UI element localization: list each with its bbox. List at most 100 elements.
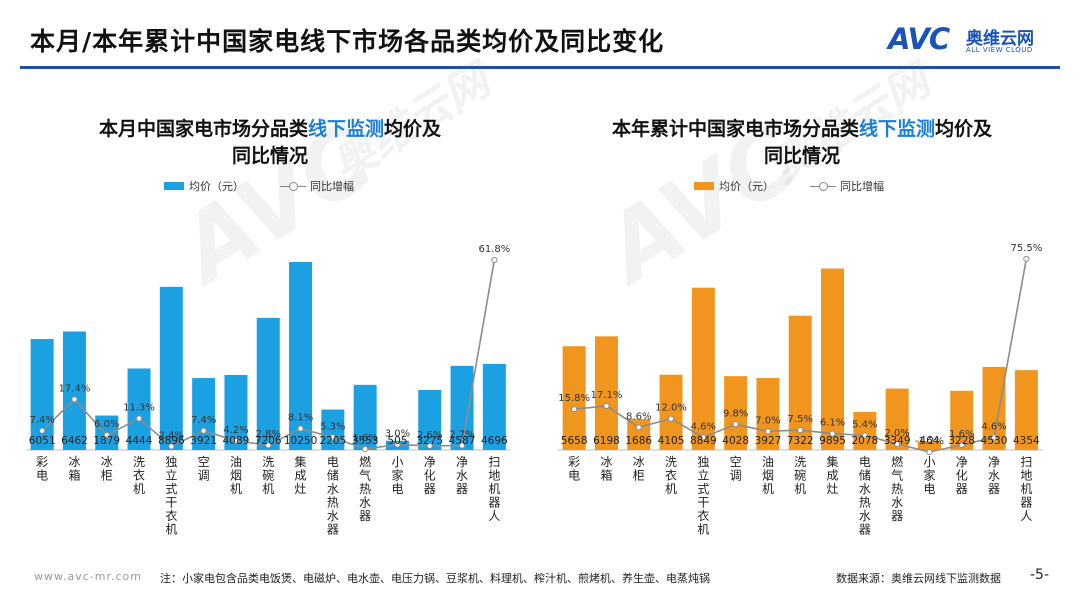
category-label-7: 洗 — [794, 455, 806, 469]
category-label-14: 地 — [488, 469, 500, 483]
logo-english-name: ALL VIEW CLOUD — [966, 46, 1033, 54]
yoy-label-2: 8.6% — [626, 411, 651, 422]
category-label-4: 干 — [165, 496, 177, 510]
category-label-9: 电 — [859, 455, 871, 469]
yoy-point-3 — [667, 415, 675, 422]
bar-1 — [594, 336, 618, 450]
category-label-4: 干 — [697, 496, 709, 510]
bar-value-label-0: 6051 — [29, 435, 56, 447]
category-label-10: 水 — [359, 496, 371, 510]
category-label-11: 小 — [923, 455, 935, 469]
data-source: 数据来源：奥维云网线下监测数据 — [836, 572, 1001, 585]
category-label-12: 净 — [424, 455, 436, 469]
category-label-4: 式 — [697, 482, 709, 496]
bar-11 — [917, 441, 941, 450]
category-label-10: 燃 — [891, 454, 903, 469]
chart-svg-ytd: 15.8% 17.1%8.6% 12.0% 4.6% 9.8% 7.0% 7.5% 6.1% 5… — [558, 243, 1043, 537]
yoy-point-13 — [990, 434, 998, 441]
category-label-4: 机 — [165, 523, 177, 537]
category-label-4: 式 — [165, 482, 177, 496]
bar-12 — [418, 389, 442, 450]
legend-monthly: 均价（元） 同比增幅 — [164, 178, 354, 194]
category-label-2: 冰 — [633, 455, 645, 469]
category-label-2: 冰 — [101, 455, 113, 469]
yoy-point-6 — [764, 428, 772, 435]
category-label-4: 衣 — [165, 508, 177, 523]
bar-value-label-8: 10250 — [284, 435, 317, 447]
bar-value-label-8: 9895 — [819, 435, 846, 447]
category-label-9: 水 — [327, 482, 339, 496]
bar-value-label-13: 4587 — [449, 435, 476, 447]
category-label-6: 机 — [762, 482, 774, 496]
yoy-label-0: 7.4% — [29, 415, 54, 426]
bar-value-label-1: 6198 — [593, 435, 620, 447]
yoy-label-6: 4.2% — [223, 425, 248, 436]
bar-value-label-5: 4028 — [722, 435, 749, 447]
category-label-8: 灶 — [295, 482, 307, 496]
legend-bar-swatch — [164, 182, 184, 190]
yoy-label-2: 6.0% — [94, 419, 119, 430]
yoy-label-5: 9.8% — [723, 408, 748, 419]
yoy-point-11 — [926, 448, 933, 456]
bar-5 — [724, 376, 748, 450]
chart-panel-monthly: 本月中国家电市场分品类线下监测均价及 同比情况 均价（元） 同比增幅 7.4% 1… — [20, 110, 520, 550]
bar-value-label-2: 1879 — [93, 435, 120, 447]
bar-value-label-12: 3228 — [948, 435, 975, 447]
category-label-7: 碗 — [262, 468, 274, 483]
bar-value-label-9: 2205 — [319, 435, 346, 447]
yoy-point-14 — [1023, 255, 1030, 262]
category-label-4: 机 — [697, 523, 709, 537]
category-label-7: 洗 — [262, 455, 274, 469]
yoy-point-9 — [861, 432, 868, 439]
category-label-10: 器 — [891, 509, 903, 523]
category-label-14: 扫 — [1020, 455, 1032, 469]
category-label-10: 燃 — [359, 454, 371, 469]
legend-bar-swatch — [694, 182, 714, 190]
chart-title-ytd: 本年累计中国家电市场分品类线下监测均价及 同比情况 — [611, 118, 993, 167]
category-label-14: 器 — [488, 496, 500, 510]
yoy-label-12: 1.6% — [949, 429, 974, 440]
yoy-point-12 — [426, 442, 433, 449]
bar-value-label-1: 6462 — [61, 435, 88, 447]
bar-2 — [627, 419, 651, 450]
legend-ytd: 均价（元） 同比增幅 — [694, 178, 884, 194]
yoy-point-1 — [603, 402, 610, 409]
category-label-3: 衣 — [133, 468, 145, 483]
bar-14 — [1014, 370, 1038, 450]
logo-mark: AVC — [888, 22, 950, 56]
category-label-6: 机 — [230, 482, 242, 496]
yoy-label-3: 12.0% — [655, 403, 687, 414]
category-label-4: 独 — [697, 455, 709, 469]
bar-value-label-10: 3553 — [352, 435, 379, 447]
category-label-3: 洗 — [133, 455, 145, 469]
bar-value-label-14: 4354 — [1013, 435, 1040, 447]
category-label-13: 净 — [456, 455, 468, 469]
yoy-label-11: 3.0% — [385, 429, 410, 440]
bar-0 — [562, 346, 586, 450]
yoy-point-0 — [39, 427, 46, 434]
category-label-13: 水 — [456, 469, 468, 483]
category-label-13: 器 — [988, 482, 1000, 496]
logo-chinese-name: 奥维云网 — [966, 29, 1034, 49]
category-label-4: 独 — [165, 455, 177, 469]
category-label-1: 箱 — [68, 468, 80, 483]
legend-line-label: 同比增幅 — [840, 180, 884, 193]
category-label-9: 储 — [327, 468, 339, 483]
bar-10 — [885, 388, 909, 450]
category-label-14: 地 — [1020, 469, 1032, 483]
bar-value-label-9: 2078 — [851, 435, 878, 447]
yoy-label-1: 17.1% — [591, 390, 623, 401]
yoy-point-10 — [362, 445, 369, 453]
bar-value-label-14: 4696 — [481, 435, 508, 447]
category-label-0: 电 — [568, 469, 580, 483]
category-label-10: 器 — [359, 509, 371, 523]
bar-10 — [353, 384, 377, 450]
category-label-5: 空 — [198, 455, 210, 469]
category-label-4: 立 — [697, 468, 709, 483]
category-label-7: 机 — [262, 482, 274, 496]
bar-value-label-7: 7322 — [787, 435, 814, 447]
category-label-3: 洗 — [665, 455, 677, 469]
category-label-10: 热 — [359, 482, 371, 496]
category-label-1: 箱 — [600, 468, 612, 483]
category-label-3: 衣 — [665, 468, 677, 483]
